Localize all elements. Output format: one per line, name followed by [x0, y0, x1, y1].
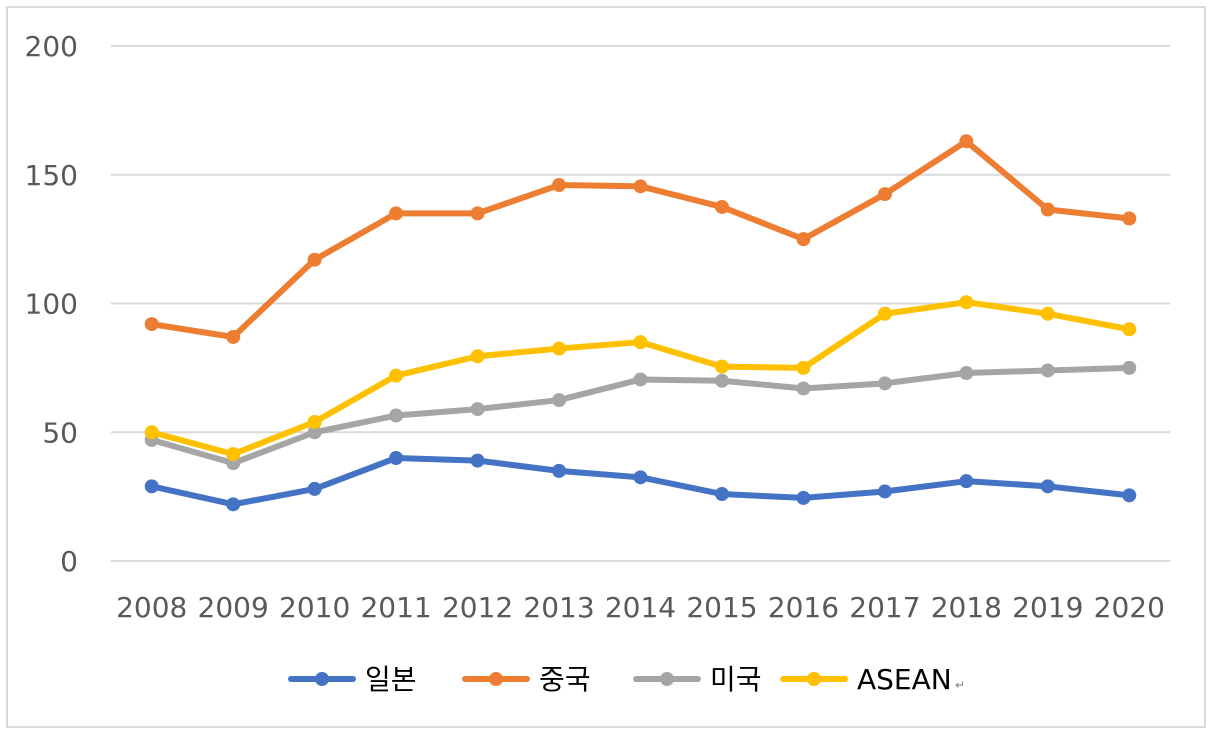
series-3: [144, 360, 1137, 471]
legend-swatch-marker: [489, 672, 503, 686]
paragraph-mark: ↵: [955, 678, 965, 692]
x-axis-ticks: 2008 2009 2010 2011 2012 2013 2014 2015 2016 2017…: [116, 591, 1165, 624]
x-tick-label: 2014: [605, 591, 676, 624]
legend-label: 일본: [365, 663, 417, 696]
data-point: [144, 479, 159, 494]
legend: 일본 중국 미국 ASEAN ↵: [288, 663, 965, 696]
data-point: [877, 187, 892, 202]
data-point: [552, 178, 567, 193]
data-point: [552, 341, 567, 356]
data-point: [877, 306, 892, 321]
series-4: [144, 295, 1137, 462]
x-tick-label: 2018: [931, 591, 1002, 624]
data-point: [226, 329, 241, 344]
x-tick-label: 2009: [198, 591, 269, 624]
y-axis-ticks: 0 50 100 150 200: [25, 30, 78, 578]
data-point: [959, 295, 974, 310]
data-point: [633, 335, 648, 350]
data-point: [1040, 202, 1055, 217]
legend-label: ASEAN: [857, 663, 952, 696]
series-layer: [144, 134, 1137, 512]
x-tick-label: 2019: [1012, 591, 1083, 624]
data-point: [389, 206, 404, 221]
data-point: [959, 134, 974, 149]
x-tick-label: 2017: [849, 591, 920, 624]
data-point: [959, 474, 974, 489]
x-tick-label: 2012: [442, 591, 513, 624]
data-point: [1040, 306, 1055, 321]
x-tick-label: 2011: [360, 591, 431, 624]
data-point: [470, 402, 485, 417]
data-point: [633, 470, 648, 485]
data-point: [470, 349, 485, 364]
line-chart: 0 50 100 150 200 2008 2009 2010 2011 2012 2013 201…: [25, 30, 1170, 696]
data-point: [633, 372, 648, 387]
data-point: [796, 360, 811, 375]
data-point: [552, 393, 567, 408]
data-point: [1040, 479, 1055, 494]
data-point: [470, 206, 485, 221]
series-1: [144, 451, 1137, 512]
legend-item: 중국: [462, 663, 591, 696]
x-tick-label: 2020: [1094, 591, 1165, 624]
legend-swatch-marker: [315, 672, 329, 686]
data-point: [389, 451, 404, 465]
data-point: [877, 376, 892, 391]
data-point: [714, 373, 729, 388]
y-tick-label: 0: [60, 545, 78, 578]
legend-label: 미국: [710, 663, 762, 696]
x-tick-label: 2016: [768, 591, 839, 624]
data-point: [226, 497, 241, 512]
data-point: [1122, 211, 1137, 226]
legend-swatch-marker: [660, 672, 674, 686]
data-point: [307, 414, 322, 429]
data-point: [1122, 322, 1137, 337]
data-point: [552, 463, 567, 478]
data-point: [470, 453, 485, 468]
chart-frame: 0 50 100 150 200 2008 2009 2010 2011 2012 2013 201…: [6, 6, 1206, 728]
data-point: [714, 359, 729, 374]
data-point: [389, 408, 404, 423]
series-line: [148, 138, 1133, 340]
data-point: [633, 179, 648, 194]
y-tick-label: 100: [25, 288, 78, 321]
data-point: [796, 381, 811, 396]
y-tick-label: 50: [42, 416, 78, 449]
data-point: [226, 447, 241, 462]
data-point: [389, 368, 404, 383]
legend-label: 중국: [539, 663, 591, 696]
data-point: [307, 481, 322, 496]
data-point: [796, 490, 811, 505]
data-point: [959, 366, 974, 381]
data-point: [796, 232, 811, 247]
x-tick-label: 2013: [523, 591, 594, 624]
data-point: [877, 484, 892, 499]
y-tick-label: 150: [25, 159, 78, 192]
data-point: [144, 317, 159, 332]
x-tick-label: 2015: [686, 591, 757, 624]
data-point: [714, 199, 729, 214]
data-point: [1122, 488, 1137, 503]
data-point: [307, 425, 322, 440]
legend-item: 미국: [633, 663, 762, 696]
data-point: [1122, 360, 1137, 375]
legend-swatch-marker: [807, 672, 821, 686]
data-point: [307, 252, 322, 267]
x-tick-label: 2010: [279, 591, 350, 624]
data-point: [144, 425, 159, 440]
series-2: [144, 134, 1137, 344]
x-tick-label: 2008: [116, 591, 187, 624]
data-point: [714, 487, 729, 502]
data-point: [1040, 363, 1055, 378]
y-tick-label: 200: [25, 30, 78, 63]
legend-item: 일본: [288, 663, 417, 696]
legend-item: ASEAN ↵: [780, 663, 965, 696]
